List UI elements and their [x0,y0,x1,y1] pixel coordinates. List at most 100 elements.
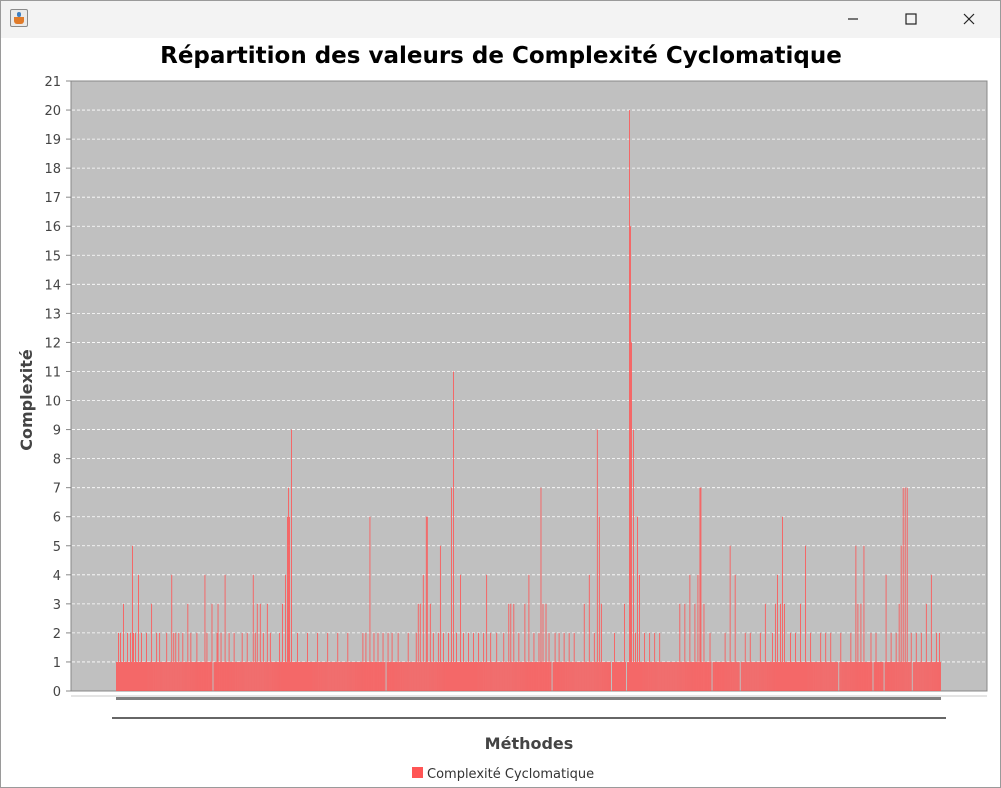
bar [584,661,586,691]
bar [355,661,357,691]
maximize-button[interactable] [888,0,934,38]
bar [822,661,824,691]
bar [528,574,530,691]
bar [165,661,167,691]
close-button[interactable] [946,0,992,38]
bar [261,661,263,691]
bar [586,661,588,691]
bar [899,661,901,691]
bar [769,661,771,691]
bar [272,661,274,691]
bar [478,632,480,691]
bar [381,661,383,691]
bar [660,661,662,691]
bar [740,661,742,691]
bar [549,661,551,691]
bar [923,661,925,691]
bar [635,632,636,691]
bar [919,661,921,691]
bar [887,661,889,691]
bar [366,661,368,691]
bar [432,632,434,691]
bar [636,661,637,691]
bar [752,661,754,691]
bar [447,661,448,691]
bar [839,661,841,691]
bar [795,632,796,691]
bar [658,661,660,691]
bar [905,661,907,691]
bar [816,661,818,691]
bar [818,661,820,691]
bar [522,661,524,691]
bar [420,661,422,691]
bar [151,603,153,691]
bar [207,661,209,691]
bar [644,632,646,691]
bar [889,661,891,691]
bar [685,661,687,691]
bar [147,661,149,691]
bar [346,661,348,691]
bar [435,661,437,691]
bar [319,661,321,691]
bar [886,661,888,691]
bar [807,661,809,691]
bar [679,603,681,691]
bar [797,661,798,691]
bar [335,661,337,691]
bar [395,661,397,691]
bar [570,661,572,691]
legend: Complexité Cyclomatique [412,767,594,782]
bar [572,661,574,691]
bar [866,661,868,691]
bar [580,661,582,691]
bar [916,661,918,691]
bar [748,661,750,691]
bar [150,661,152,691]
bar [473,632,474,691]
bar [790,632,791,691]
bar [422,574,424,691]
bar [342,661,344,691]
bar [506,661,508,691]
bar [757,661,759,691]
bar [792,661,793,691]
bar [149,661,151,691]
bar [732,661,734,691]
bar [604,661,606,691]
bar [488,661,490,691]
bar [847,661,849,691]
bar [392,661,394,691]
bar [269,632,271,691]
bar [764,603,766,691]
bar [373,632,375,691]
bar [172,661,174,691]
bar [767,661,769,691]
bar [216,632,218,691]
bar [559,661,561,691]
bar [862,661,864,691]
bar [472,661,473,691]
bar [578,661,580,691]
bar [688,661,690,691]
bar [419,603,421,691]
bar [231,661,233,691]
bar [252,574,254,691]
bar [152,661,154,691]
bar [267,661,269,691]
bar [208,661,210,691]
bar [511,661,513,691]
bar [138,574,139,691]
bar [345,661,347,691]
legend-item: Complexité Cyclomatique [427,767,594,782]
y-tick-label: 16 [44,220,61,235]
bar [233,632,235,691]
bar [520,661,522,691]
bar [276,661,278,691]
bar [349,661,351,691]
bar [774,603,776,691]
bar [912,661,914,691]
bar [201,661,203,691]
minimize-button[interactable] [830,0,876,38]
